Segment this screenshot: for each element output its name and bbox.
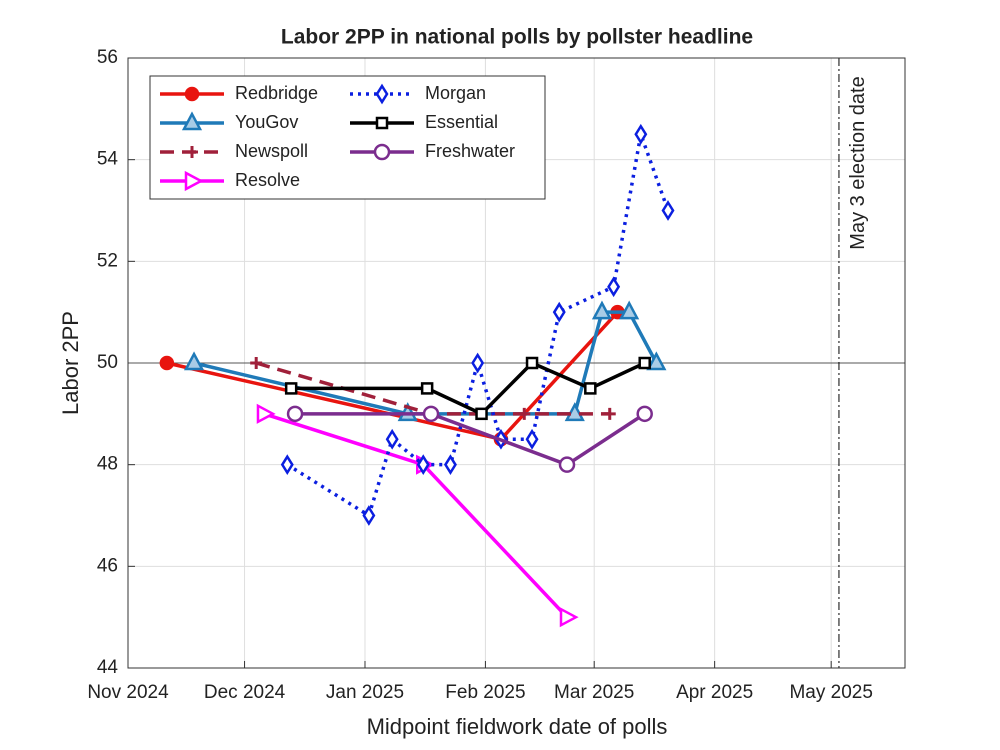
y-axis-label: Labor 2PP [58,311,83,415]
marker [250,357,263,369]
marker [422,405,440,423]
plot-frame [127,57,906,669]
series-line [166,310,619,442]
marker [636,405,653,423]
series-line [193,310,658,416]
legend-label: Essential [425,112,498,132]
y-tick-label: 48 [97,454,118,475]
annotation: May 3 election date [847,76,869,249]
marker [183,351,205,371]
y-tick-label: 46 [97,555,118,576]
legend-label: Resolve [235,170,300,190]
legend-label: Newspoll [235,141,308,161]
marker [661,200,675,221]
x-tick-label: Apr 2025 [676,682,753,703]
x-tick-label: Feb 2025 [445,682,525,703]
legend: Redbridge YouGov Newspoll Resolve Morgan Esse… [149,75,546,200]
legend-label: YouGov [235,112,298,132]
marker [603,407,616,420]
legend-box [149,75,546,200]
x-axis-label: Midpoint fieldwork date of polls [367,714,668,739]
marker [559,607,579,628]
marker [475,407,488,421]
series-line [295,412,646,467]
series-line [263,412,569,619]
marker [256,403,276,424]
x-tick-label: Nov 2024 [87,682,169,703]
x-tick-label: May 2025 [789,682,872,703]
marker [375,116,389,130]
marker [619,300,640,320]
marker [286,405,304,423]
marker [280,454,294,476]
x-tick-label: Dec 2024 [204,682,286,703]
series-line [291,360,646,416]
marker [385,428,399,450]
x-tick-label: Jan 2025 [326,682,404,703]
marker [443,454,457,476]
legend-label: Morgan [425,83,486,103]
marker [638,356,651,370]
marker [584,382,597,395]
marker [184,86,200,102]
marker [184,170,204,192]
marker [373,143,391,161]
marker [362,505,376,526]
marker [552,301,566,323]
marker [159,355,175,371]
marker [181,111,203,131]
marker [420,382,434,395]
chart-title: Labor 2PP in national polls by pollster … [281,26,753,49]
marker [591,300,613,320]
y-tick-label: 56 [97,47,118,68]
legend-label: Freshwater [425,141,515,161]
marker [284,382,298,395]
marker [471,352,485,374]
marker [186,146,198,158]
marker [375,83,389,105]
marker [607,276,621,298]
y-tick-label: 54 [97,149,119,170]
marker [646,351,667,371]
series-line [286,127,670,519]
marker [518,407,531,420]
legend-label: Redbridge [235,83,318,103]
y-tick-label: 44 [97,657,119,678]
y-tick-label: 50 [97,352,118,373]
marker [525,428,539,450]
y-tick-label: 52 [97,250,118,271]
marker [525,356,539,370]
x-tick-label: Mar 2025 [554,682,634,703]
marker [634,123,648,145]
marker [416,454,430,476]
marker [558,456,576,473]
